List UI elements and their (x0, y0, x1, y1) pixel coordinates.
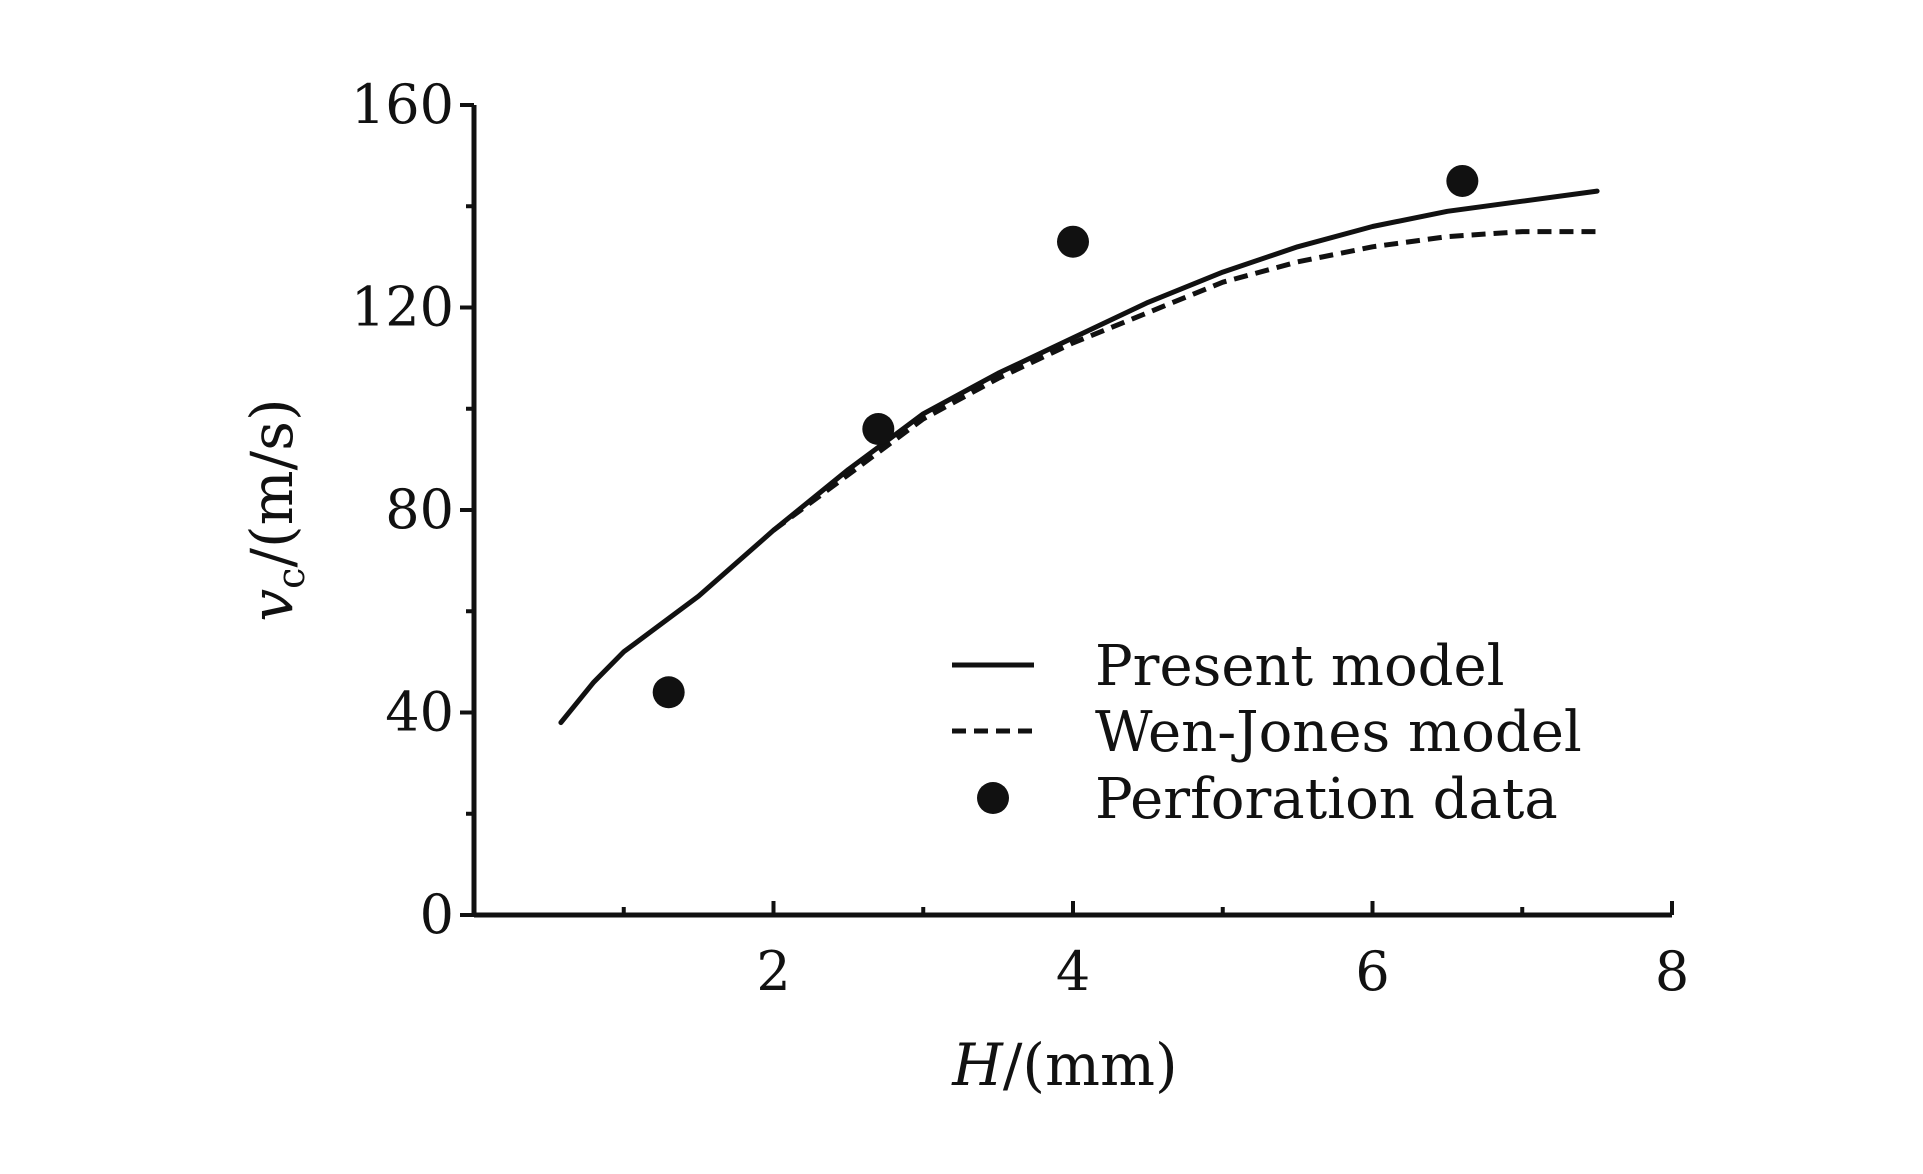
y-tick-label: 0 (420, 883, 454, 946)
data-point (652, 676, 685, 709)
y-tick-label: 40 (385, 681, 454, 744)
x-tick-label: 2 (756, 940, 790, 1003)
data-point (1446, 164, 1479, 197)
series-line-1 (772, 229, 1598, 533)
x-axis-label-unit: /(mm) (1003, 1031, 1178, 1099)
x-tick-label: 4 (1056, 940, 1090, 1003)
x-tick-label: 6 (1355, 940, 1389, 1003)
x-axis-label-variable: H (951, 1031, 1004, 1099)
legend-label: Present model (1095, 634, 1505, 699)
legend-label: Perforation data (1095, 767, 1558, 832)
ticks: 0 40 80 120 160 2 4 6 8 (351, 73, 1689, 1003)
data-point (1057, 225, 1089, 258)
x-tick-label: 8 (1655, 940, 1689, 1003)
series-layer (558, 164, 1600, 726)
y-axis-label: vc/(m/s) (238, 398, 313, 621)
y-axis-label-variable: v (238, 589, 306, 622)
legend-label: Wen-Jones model (1095, 700, 1582, 765)
legend-marker (977, 782, 1009, 814)
data-point (862, 413, 895, 445)
y-axis-label-unit: /(m/s) (238, 398, 306, 567)
series-line-0 (558, 188, 1600, 726)
x-axis-label: H/(mm) (951, 1031, 1177, 1099)
y-tick-label: 80 (385, 478, 454, 541)
y-tick-label: 120 (351, 276, 454, 339)
y-tick-label: 160 (351, 73, 454, 136)
y-axis-label-subscript: c (269, 568, 313, 589)
